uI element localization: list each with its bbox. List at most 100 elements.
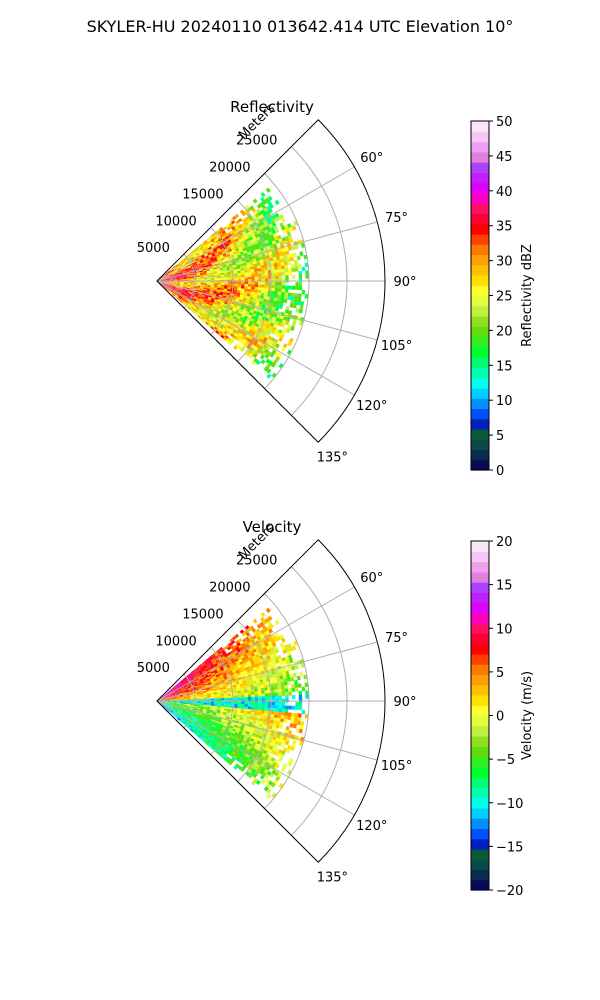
radar-bin	[284, 667, 289, 672]
radar-bin	[163, 701, 167, 703]
radar-bin	[261, 287, 265, 291]
radar-bin	[232, 749, 238, 754]
radar-bin	[170, 269, 174, 273]
radar-bin	[162, 277, 167, 279]
radar-bin	[263, 786, 269, 792]
radar-bin	[230, 333, 235, 338]
radar-bin	[186, 263, 191, 267]
radar-bin	[185, 255, 190, 259]
radar-bin	[173, 687, 177, 690]
radar-bin	[169, 697, 174, 699]
radar-bin	[186, 697, 191, 699]
radar-bin	[259, 664, 264, 669]
radar-bin	[301, 686, 306, 692]
colorbar-tick-label: −15	[496, 840, 523, 855]
radar-bin	[289, 673, 294, 678]
radar-bin	[174, 683, 178, 687]
colorbar-tick-label: 15	[496, 359, 513, 374]
radar-bin	[223, 336, 228, 341]
radar-bin	[227, 273, 231, 277]
colorbar-swatch	[471, 285, 489, 297]
radial-tick-label: 25000	[236, 134, 277, 149]
radar-bin	[202, 711, 207, 714]
radar-bin	[165, 704, 170, 707]
radar-bin	[233, 291, 238, 295]
radar-bin	[172, 707, 176, 710]
radar-bin	[209, 256, 214, 260]
radar-bin	[176, 713, 180, 716]
radar-bin	[261, 284, 265, 288]
radar-bin	[242, 752, 248, 757]
radar-bin	[234, 753, 239, 758]
radar-bin	[257, 712, 261, 716]
radar-bin	[231, 310, 236, 315]
radar-bin	[194, 313, 199, 317]
radar-bin	[173, 268, 178, 271]
radar-bin	[207, 239, 211, 243]
radar-bin	[223, 290, 228, 293]
radar-bin	[195, 300, 200, 303]
radar-bin	[210, 727, 215, 731]
radar-bin	[177, 291, 181, 294]
radar-bin	[220, 698, 225, 701]
radar-bin	[193, 716, 198, 720]
radar-bin	[274, 236, 279, 241]
radar-bin	[246, 262, 251, 266]
radar-bin	[166, 279, 171, 280]
radar-bin	[224, 233, 229, 238]
radar-bin	[243, 265, 248, 269]
radar-bin	[207, 282, 211, 285]
radar-bin	[207, 275, 211, 278]
radar-bin	[172, 686, 177, 690]
radar-bin	[197, 276, 201, 279]
radar-bin	[244, 277, 249, 280]
radar-bin	[291, 245, 296, 251]
radar-bin	[235, 259, 240, 264]
radar-bin	[273, 259, 278, 264]
radar-bin	[207, 718, 212, 721]
radar-bin	[164, 707, 168, 710]
radar-bin	[167, 691, 171, 694]
radar-bin	[197, 281, 201, 283]
radar-bin	[242, 299, 246, 304]
radar-bin	[198, 308, 202, 312]
radar-bin	[166, 698, 170, 700]
radar-bin	[182, 263, 186, 266]
radar-bin	[192, 310, 196, 315]
radar-bin	[212, 323, 217, 327]
radar-bin	[251, 696, 255, 700]
radar-bin	[269, 677, 274, 682]
radar-bin	[177, 681, 181, 685]
radar-bin	[222, 657, 227, 662]
radar-bin	[214, 320, 219, 324]
radar-bin	[280, 718, 285, 723]
radar-bin	[162, 697, 167, 699]
radar-bin	[287, 310, 293, 315]
radar-bin	[207, 285, 211, 288]
radar-bin	[196, 271, 200, 274]
radar-bin	[225, 322, 230, 326]
radar-bin	[200, 254, 205, 258]
radar-bin	[207, 659, 211, 663]
radar-bin	[215, 724, 220, 728]
radar-bin	[231, 226, 236, 231]
radar-bin	[170, 710, 174, 713]
radar-bin	[200, 274, 204, 276]
radar-bin	[197, 703, 201, 705]
radar-bin	[231, 737, 236, 742]
radar-bin	[203, 283, 208, 286]
radar-bin	[208, 673, 212, 677]
radar-bin	[176, 284, 180, 287]
radar-bin	[246, 296, 251, 300]
colorbar-swatch	[471, 602, 489, 614]
radar-bin	[232, 335, 238, 340]
radar-bin	[203, 718, 208, 721]
radar-bin	[203, 719, 208, 723]
radar-bin	[230, 220, 236, 225]
radar-bin	[218, 652, 223, 657]
radar-bin	[284, 712, 289, 717]
radar-bin	[194, 250, 199, 254]
radar-bin	[217, 332, 223, 337]
radar-bin	[184, 687, 189, 690]
